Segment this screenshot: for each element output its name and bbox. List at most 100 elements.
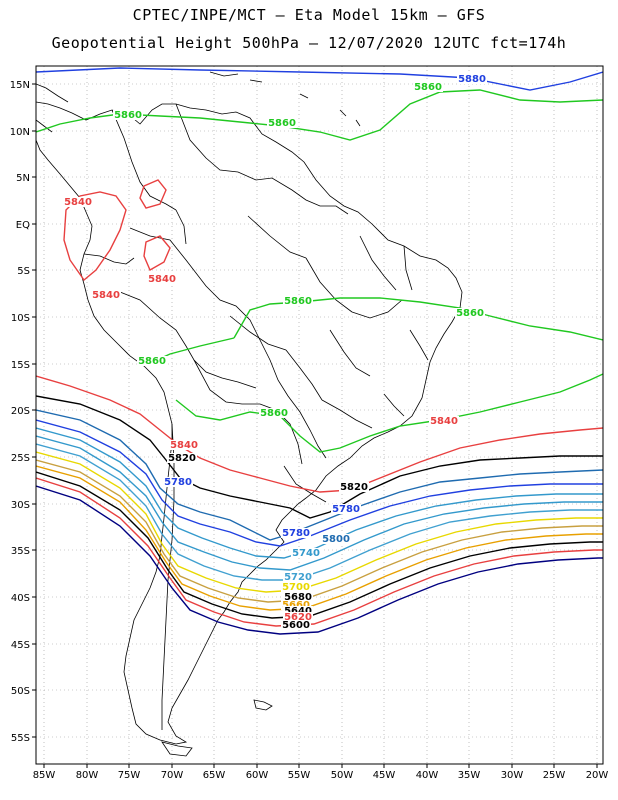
contour-label-bg bbox=[457, 74, 487, 84]
contour-label-bg bbox=[167, 453, 197, 463]
contour-label: 5820 bbox=[340, 482, 368, 493]
contour-label: 5740 bbox=[292, 548, 320, 559]
contour-label-bg bbox=[413, 82, 443, 92]
tierra-del-fuego bbox=[161, 741, 193, 757]
lat-tick-label: 15N bbox=[10, 80, 30, 91]
contour-label-bg bbox=[331, 504, 361, 514]
contour-label: 5600 bbox=[282, 620, 310, 631]
lat-tick-label: 10N bbox=[10, 127, 30, 138]
lon-tick-label: 20W bbox=[586, 770, 609, 781]
contour-5840 bbox=[139, 179, 167, 209]
contour-5780 bbox=[36, 419, 603, 547]
contour-label-bg bbox=[281, 620, 311, 630]
contour-label: 5820 bbox=[168, 453, 196, 464]
longitude-ticks: 85W 80W 75W 70W 65W 60W 55W 50W 45W 40W 35W 30W 25W 2… bbox=[33, 764, 609, 781]
contour-label: 5660 bbox=[282, 600, 310, 611]
lat-tick-label: 50S bbox=[11, 686, 30, 697]
lon-tick-label: 45W bbox=[373, 770, 396, 781]
contour-label: 5860 bbox=[114, 110, 142, 121]
contour-label: 5880 bbox=[458, 74, 486, 85]
contour-label-bg bbox=[163, 477, 193, 487]
contour-label-bg bbox=[267, 118, 297, 128]
contour-5820 bbox=[36, 395, 603, 519]
contour-label-bg bbox=[147, 274, 177, 284]
contour-5720 bbox=[36, 443, 603, 581]
contour-label: 5840 bbox=[148, 274, 176, 285]
contour-label-bg bbox=[259, 408, 289, 418]
contour-label: 5680 bbox=[284, 592, 312, 603]
contour-5800 bbox=[36, 409, 603, 541]
lon-tick-label: 50W bbox=[331, 770, 354, 781]
south-america-coastline bbox=[36, 101, 463, 745]
contour-label-bg bbox=[321, 534, 351, 544]
contour-label: 5620 bbox=[284, 612, 312, 623]
contour-label: 5860 bbox=[138, 356, 166, 367]
lat-tick-label: 10S bbox=[11, 313, 30, 324]
contour-label-bg bbox=[283, 606, 313, 616]
contour-label: 5860 bbox=[456, 308, 484, 319]
peru-bolivia-border bbox=[119, 291, 257, 389]
contour-label-bg bbox=[283, 592, 313, 602]
contour-label: 5840 bbox=[430, 416, 458, 427]
contour-layer bbox=[36, 67, 603, 635]
contour-label: 5860 bbox=[260, 408, 288, 419]
contour-5860 bbox=[36, 89, 603, 141]
contour-5840 bbox=[36, 375, 603, 493]
bolivia-paraguay-border bbox=[193, 359, 303, 465]
lon-tick-label: 70W bbox=[161, 770, 184, 781]
contour-label: 5860 bbox=[268, 118, 296, 129]
contour-5880 bbox=[36, 67, 603, 91]
lat-tick-label: 5S bbox=[17, 266, 30, 277]
contour-label: 5860 bbox=[284, 296, 312, 307]
contour-label: 5860 bbox=[414, 82, 442, 93]
map-title-line1: CPTEC/INPE/MCT – Eta Model 15km – GFS bbox=[132, 6, 486, 24]
lon-tick-label: 60W bbox=[246, 770, 269, 781]
lon-tick-label: 55W bbox=[288, 770, 311, 781]
lon-tick-label: 65W bbox=[203, 770, 226, 781]
lon-tick-label: 75W bbox=[118, 770, 141, 781]
brazil-border-west bbox=[129, 227, 327, 459]
lat-tick-label: 55S bbox=[11, 733, 30, 744]
contour-label: 5780 bbox=[332, 504, 360, 515]
contour-label-bg bbox=[339, 482, 369, 492]
ecuador-peru-border bbox=[83, 253, 135, 265]
coastline-layer bbox=[36, 71, 463, 757]
falklands bbox=[253, 699, 273, 711]
contour-label-bg bbox=[63, 197, 93, 207]
lat-tick-label: EQ bbox=[16, 220, 30, 231]
lat-tick-label: 25S bbox=[11, 453, 30, 464]
lat-tick-label: 40S bbox=[11, 593, 30, 604]
lat-tick-label: 45S bbox=[11, 640, 30, 651]
contour-label: 5640 bbox=[284, 606, 312, 617]
latitude-ticks: 15N 10N 5N EQ 5S 10S 15S 20S 25S 30S 35S 40S 45S 50S 5… bbox=[10, 80, 36, 744]
central-america-coast bbox=[36, 83, 69, 133]
contour-5600 bbox=[36, 485, 603, 635]
contour-label: 5720 bbox=[284, 572, 312, 583]
lat-tick-label: 35S bbox=[11, 546, 30, 557]
map-frame-bg bbox=[36, 66, 603, 764]
lat-tick-label: 5N bbox=[16, 173, 30, 184]
map-title-line2: Geopotential Height 500hPa – 12/07/2020 … bbox=[51, 34, 567, 52]
chile-argentina-border bbox=[161, 423, 175, 730]
lon-tick-label: 40W bbox=[416, 770, 439, 781]
map-frame-border bbox=[35, 65, 604, 765]
contour-labels: 5880 5860 5860 5860 5860 5860 5860 5860 5840 5840… bbox=[63, 74, 487, 631]
lat-tick-label: 20S bbox=[11, 406, 30, 417]
contour-label: 5780 bbox=[164, 477, 192, 488]
contour-5760 bbox=[36, 427, 603, 559]
contour-label-bg bbox=[281, 582, 311, 592]
contour-label: 5840 bbox=[64, 197, 92, 208]
contour-label: 5840 bbox=[170, 440, 198, 451]
brazil-border-north bbox=[175, 103, 349, 215]
contour-label-bg bbox=[169, 440, 199, 450]
contour-label-bg bbox=[137, 356, 167, 366]
contour-label: 5800 bbox=[322, 534, 350, 545]
lon-tick-label: 80W bbox=[76, 770, 99, 781]
contour-label: 5700 bbox=[282, 582, 310, 593]
contour-label: 5840 bbox=[92, 290, 120, 301]
grid-lines bbox=[36, 66, 603, 764]
brazil-states-2 bbox=[229, 315, 429, 429]
contour-label-bg bbox=[113, 110, 143, 120]
contour-5840 bbox=[143, 235, 171, 271]
